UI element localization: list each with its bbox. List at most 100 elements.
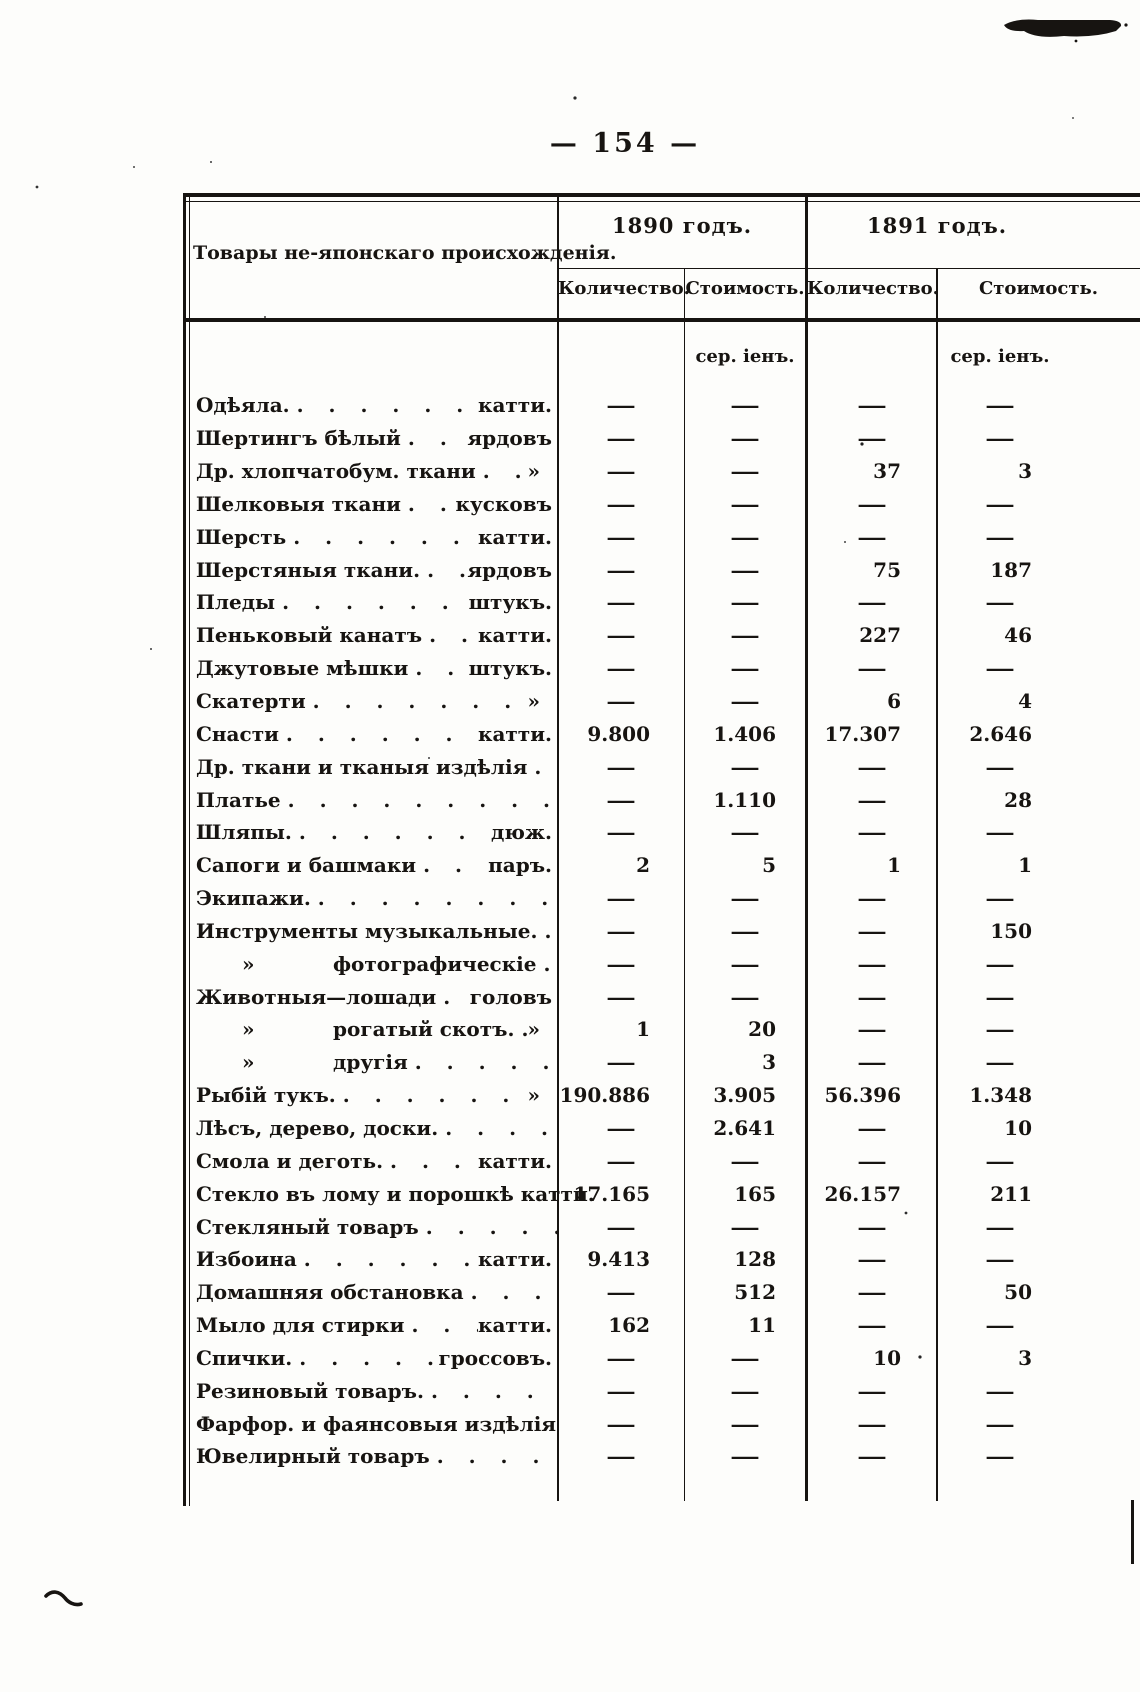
value-1890-quantity: — (558, 586, 684, 619)
cell-value: — (730, 918, 760, 943)
cell-value: — (985, 754, 1015, 779)
dot-leader: . . . . . . . . . (425, 1214, 558, 1239)
row-label: Шерсть. . . . . . . . . . катти. (196, 520, 558, 553)
cell-value: 37 (873, 459, 901, 484)
value-1890-quantity: — (558, 915, 684, 948)
pen-squiggle-mark (44, 1590, 83, 1607)
year-header-1890: 1890 годъ. (611, 213, 753, 238)
commodity-name: Шерстяныя ткани. (196, 557, 421, 582)
cell-value: — (730, 623, 760, 648)
value-1891-cost: — (937, 1407, 1063, 1440)
row-label: Экипажи.. . . . . . . . . . . . . (196, 882, 558, 915)
row-label: Животныя—лошади. . . . . . головъ (196, 980, 558, 1013)
value-1890-cost: — (684, 586, 806, 619)
dot-leader: . . . . . . . (470, 1280, 558, 1305)
cell-value: 10 (873, 1345, 901, 1370)
table-row: Стекло въ лому и порошкѣ. . катти.17.165… (183, 1177, 1140, 1210)
value-1890-quantity: 162 (558, 1309, 684, 1342)
cell-value: 20 (748, 1017, 776, 1042)
value-1890-cost: 3 (684, 1046, 806, 1079)
cell-value: — (730, 491, 760, 516)
cell-value: 3.905 (713, 1083, 776, 1108)
cell-value: 5 (762, 853, 776, 878)
cell-value: — (606, 787, 636, 812)
cell-value: — (985, 524, 1015, 549)
cell-value: — (606, 886, 636, 911)
value-1890-cost: 5 (684, 849, 806, 882)
value-1891-cost: 4 (937, 685, 1063, 718)
cell-value: — (606, 1115, 636, 1140)
unit-label: » (527, 689, 541, 714)
value-1891-quantity: — (807, 422, 937, 455)
cell-value: — (730, 984, 760, 1009)
cell-value: — (857, 393, 887, 418)
cell-value: — (985, 1444, 1015, 1469)
value-1890-quantity: — (558, 685, 684, 718)
cell-value: — (985, 590, 1015, 615)
unit-label: головъ (469, 984, 552, 1009)
unit-label: катти. (478, 524, 552, 549)
cell-value: — (857, 491, 887, 516)
value-1891-cost: — (937, 1210, 1063, 1243)
cell-value: — (985, 656, 1015, 681)
dot-leader: . . . . . . . . (414, 1050, 558, 1075)
commodity-name: Рыбій тукъ. (196, 1083, 336, 1108)
cell-value: — (606, 1214, 636, 1239)
divider-1890-1891 (805, 193, 808, 1501)
dot-leader: . . . . . . . . (390, 1148, 478, 1173)
value-1890-cost: — (684, 915, 806, 948)
value-1890-cost: — (684, 1440, 806, 1473)
table-row: Джутовые мѣшки. . . . . . . штукъ. — — — — (183, 652, 1140, 685)
cell-value: — (606, 689, 636, 714)
value-1891-cost: 3 (937, 1341, 1063, 1374)
currency-note-1891: сер. іенъ. (950, 346, 1050, 367)
cell-value: — (985, 1214, 1015, 1239)
value-1890-cost: 512 (684, 1276, 806, 1309)
cell-value: — (730, 1411, 760, 1436)
table-row: Стекляный товаръ. . . . . . . . . — — — — (183, 1210, 1140, 1243)
table-row: Пеньковый канатъ. . . . . катти. — — 227 46 (183, 619, 1140, 652)
value-1891-cost: — (937, 947, 1063, 980)
cell-value: 2 (636, 853, 650, 878)
value-1890-quantity: — (558, 1374, 684, 1407)
commodity-name: Сапоги и башмаки (196, 853, 417, 878)
cell-value: — (857, 426, 887, 451)
cell-value: — (985, 1017, 1015, 1042)
row-label: Резиновый товаръ.. . . . . . . . . . (196, 1374, 558, 1407)
value-1891-cost: 1 (937, 849, 1063, 882)
cell-value: 1 (636, 1017, 650, 1042)
cell-value: — (857, 1411, 887, 1436)
cell-value: — (606, 1411, 636, 1436)
value-1890-quantity: 2 (558, 849, 684, 882)
commodity-name: Пледы (196, 590, 276, 615)
table-row: Мыло для стирки. . . . . . . катти. 162 11… (183, 1309, 1140, 1342)
cell-value: — (606, 393, 636, 418)
value-1890-quantity: — (558, 816, 684, 849)
cell-value: 1 (1018, 853, 1032, 878)
value-1890-cost: 2.641 (684, 1112, 806, 1145)
cell-value: — (857, 1247, 887, 1272)
value-1890-cost: — (684, 455, 806, 488)
value-1890-cost: 165 (684, 1177, 806, 1210)
value-1891-quantity: 56.396 (807, 1079, 937, 1112)
commodity-name: Пеньковый канатъ (196, 623, 423, 648)
cell-value: — (730, 459, 760, 484)
dot-leader: . . . . . . . . . . . (298, 820, 491, 845)
cell-value: 211 (990, 1181, 1032, 1206)
cell-value: — (857, 787, 887, 812)
value-1891-cost: — (937, 488, 1063, 521)
row-label: Др. хлопчатобум. ткани. . . . » (196, 455, 558, 488)
header-bottom-rule (183, 318, 1140, 322)
value-1890-cost: — (684, 488, 806, 521)
value-1891-cost: 2.646 (937, 717, 1063, 750)
dot-leader: . . . . . . (534, 754, 558, 779)
dot-leader: . . . . . . . . . . (445, 1115, 558, 1140)
unit-label: паръ. (488, 853, 552, 878)
value-1891-quantity: 75 (807, 553, 937, 586)
value-1891-quantity: 37 (807, 455, 937, 488)
table-row: » фотографическіе . . . — — — — (183, 947, 1140, 980)
ink-smudge (1004, 19, 1128, 43)
value-1891-cost: — (937, 1013, 1063, 1046)
value-1891-cost: 46 (937, 619, 1063, 652)
cell-value: — (857, 1050, 887, 1075)
